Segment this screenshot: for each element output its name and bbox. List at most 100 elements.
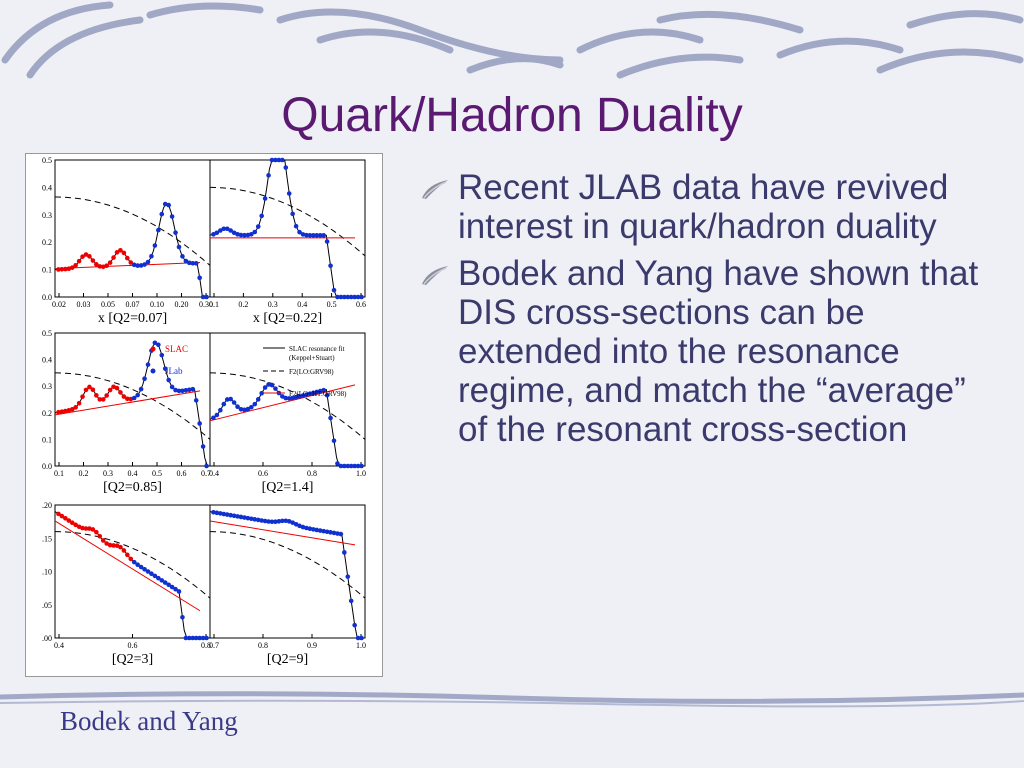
data-point [259, 390, 264, 396]
data-point [80, 254, 85, 259]
data-point [159, 211, 165, 217]
fit-curve [210, 372, 366, 440]
data-point [214, 510, 220, 516]
data-point [231, 230, 237, 236]
data-point [235, 404, 240, 410]
data-point [104, 263, 109, 268]
data-point [311, 390, 316, 396]
data-point [104, 541, 109, 546]
data-point [317, 528, 323, 533]
data-point [228, 228, 233, 233]
data-point [90, 527, 96, 532]
data-point [300, 393, 306, 398]
data-point [242, 515, 247, 520]
data-point [355, 294, 361, 300]
data-point [94, 262, 99, 267]
data-point [328, 530, 333, 535]
data-point [283, 165, 289, 170]
legend-text: F2(LO+HT:GRV98) [289, 390, 347, 398]
x-tick-label: 0.8 [201, 641, 211, 650]
data-point [66, 518, 72, 523]
panel-frame [209, 504, 366, 639]
x-tick-label: 0.6 [128, 641, 138, 650]
fit-curve [55, 531, 211, 599]
data-point [156, 575, 161, 581]
x-tick-label: 0.02 [52, 300, 66, 309]
panel-caption: [Q2=3] [112, 652, 153, 667]
bullet-text: Bodek and Yang have shown that DIS cross… [458, 254, 979, 449]
data-point [297, 394, 302, 399]
data-point [249, 231, 254, 237]
panel-caption: [Q2=0.85] [103, 480, 162, 495]
x-tick-label: 0.10 [150, 300, 164, 309]
data-point [348, 294, 354, 300]
data-point [266, 173, 271, 178]
data-point [131, 559, 137, 565]
data-point [169, 214, 175, 219]
data-point [314, 527, 320, 533]
fit-curve [210, 531, 366, 599]
data-point [321, 233, 326, 238]
data-point [121, 394, 127, 399]
data-point [56, 267, 61, 272]
data-point [293, 223, 299, 229]
data-point [359, 635, 364, 641]
data-point [228, 512, 233, 518]
data-point [214, 230, 220, 236]
data-point [107, 260, 113, 265]
data-point [173, 586, 178, 592]
x-tick-label: 0.30 [199, 300, 213, 309]
data-point [331, 438, 337, 444]
data-point [328, 263, 333, 269]
data-point [273, 157, 278, 163]
data-point [235, 514, 240, 519]
data-point [293, 394, 299, 400]
data-point [59, 409, 65, 414]
data-point [100, 397, 106, 402]
data-point [262, 518, 268, 524]
data-point [331, 530, 337, 536]
data-point [214, 412, 220, 418]
data-point [173, 387, 178, 393]
data-point [145, 259, 151, 265]
data-point [348, 598, 354, 604]
data-point [135, 562, 140, 568]
data-point [317, 233, 323, 238]
data-point [238, 514, 244, 520]
data-point [252, 229, 258, 235]
data-point [200, 635, 206, 641]
data-point [276, 519, 282, 524]
data-point [107, 387, 113, 393]
data-point [204, 635, 209, 641]
data-point [187, 635, 192, 641]
data-point [83, 387, 89, 393]
x-tick-label: 0.8 [307, 469, 317, 478]
data-point [145, 569, 151, 574]
footer: Bodek and Yang [60, 706, 238, 736]
data-point [76, 258, 82, 264]
data-point [56, 511, 61, 517]
panel-frame [209, 159, 366, 298]
data-point [142, 262, 147, 267]
data-point [90, 387, 96, 392]
data-point [197, 421, 202, 426]
data-point [321, 528, 326, 534]
legend-text: SLAC resonance fit [289, 345, 345, 353]
data-point [324, 529, 330, 535]
data-point [59, 513, 65, 519]
x-tick-label: 0.20 [175, 300, 189, 309]
data-point [145, 362, 151, 367]
y-tick-label: 0.3 [42, 211, 52, 220]
data-point [97, 397, 103, 402]
data-point [331, 287, 337, 293]
data-point [173, 230, 178, 235]
x-tick-label: 0.9 [307, 641, 317, 650]
y-tick-label: .00 [42, 634, 52, 643]
x-tick-label: 0.3 [103, 469, 113, 478]
data-point [76, 400, 82, 406]
data-point [193, 261, 199, 266]
data-point [138, 564, 144, 570]
data-point [221, 401, 227, 407]
data-point [73, 405, 78, 410]
data-point [335, 531, 340, 536]
